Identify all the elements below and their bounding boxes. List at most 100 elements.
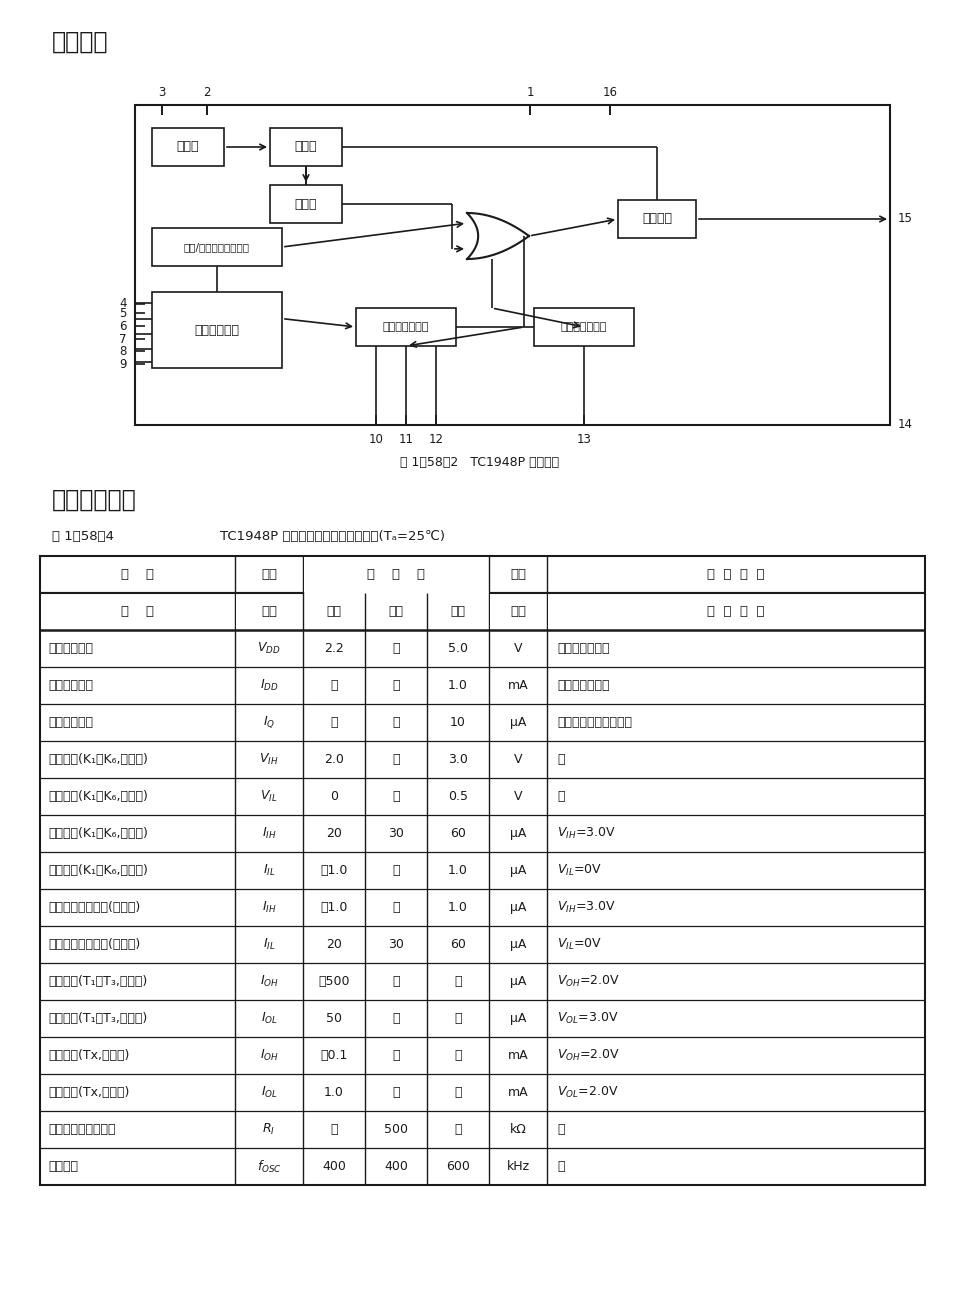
Text: $V_{IH}$: $V_{IH}$ [259, 753, 278, 767]
Text: $V_{IL}$: $V_{IL}$ [260, 789, 277, 804]
Text: －: － [454, 1012, 462, 1025]
Text: －: － [330, 716, 338, 729]
Text: 13: 13 [577, 433, 591, 446]
Text: mA: mA [508, 679, 528, 692]
Text: 输出电流(T₁～T₃,低电平): 输出电流(T₁～T₃,低电平) [48, 1012, 147, 1025]
Bar [490, 594, 546, 629]
Text: μA: μA [510, 716, 526, 729]
Text: 1.0: 1.0 [448, 864, 468, 877]
Text: $V_{OL}$=2.0V: $V_{OL}$=2.0V [557, 1086, 618, 1100]
Text: 0: 0 [330, 791, 338, 804]
Text: 60: 60 [450, 827, 466, 840]
Text: 输入电流(K₁～K₆,高电平): 输入电流(K₁～K₆,高电平) [48, 827, 148, 840]
Text: 60: 60 [450, 937, 466, 950]
Text: 同步/单脉冲信号发生器: 同步/单脉冲信号发生器 [184, 243, 250, 252]
Text: 振荡器: 振荡器 [177, 140, 200, 153]
Text: －: － [330, 679, 338, 692]
Text: V: V [514, 791, 522, 804]
Bar [152, 228, 282, 266]
Text: －: － [454, 1124, 462, 1137]
Text: 表 1－58－4: 表 1－58－4 [52, 530, 114, 543]
Text: 最大: 最大 [450, 604, 466, 617]
Text: 5.0: 5.0 [448, 642, 468, 656]
Text: 名    称: 名 称 [121, 604, 154, 617]
Text: 400: 400 [384, 1160, 408, 1173]
Text: $V_{IL}$=0V: $V_{IL}$=0V [557, 937, 602, 952]
Text: 16: 16 [603, 87, 617, 100]
Text: μA: μA [510, 864, 526, 877]
Text: TC1948P 电气技术指标符号及参数值(Tₐ=25℃): TC1948P 电气技术指标符号及参数值(Tₐ=25℃) [220, 530, 445, 543]
Text: V: V [514, 753, 522, 766]
Text: 20: 20 [326, 937, 342, 950]
Text: 图 1－58－2   TC1948P 逻辑框图: 图 1－58－2 TC1948P 逻辑框图 [400, 455, 560, 468]
Bar [41, 594, 234, 629]
Text: 解码器: 解码器 [295, 198, 317, 211]
Text: 12: 12 [428, 433, 444, 446]
Text: $I_{OL}$: $I_{OL}$ [260, 1011, 277, 1027]
Text: $f_{OSC}$: $f_{OSC}$ [256, 1159, 281, 1175]
Text: $I_{IH}$: $I_{IH}$ [262, 826, 276, 842]
Text: mA: mA [508, 1086, 528, 1099]
Text: 2.2: 2.2 [324, 642, 344, 656]
Text: $V_{DD}$: $V_{DD}$ [257, 641, 281, 656]
Text: μA: μA [510, 901, 526, 914]
Text: 10: 10 [450, 716, 466, 729]
Text: 11: 11 [398, 433, 414, 446]
Text: 4: 4 [119, 298, 127, 311]
Text: 输据检测输入电流(高电平): 输据检测输入电流(高电平) [48, 901, 140, 914]
Text: －: － [393, 864, 399, 877]
Text: 所有功能都工作: 所有功能都工作 [557, 642, 610, 656]
Text: 输入电压(K₁～K₆,低电平): 输入电压(K₁～K₆,低电平) [48, 791, 148, 804]
Text: 驱动器: 驱动器 [295, 140, 317, 153]
Text: 符号: 符号 [261, 568, 277, 581]
Text: $I_{OL}$: $I_{OL}$ [260, 1086, 277, 1100]
Bar [270, 185, 342, 223]
Text: 2.0: 2.0 [324, 753, 344, 766]
Text: 电源工作电压: 电源工作电压 [48, 642, 93, 656]
Text: －500: －500 [319, 975, 349, 988]
Text: 2: 2 [204, 87, 211, 100]
Text: 逻辑框图: 逻辑框图 [52, 30, 108, 54]
Text: 典型: 典型 [389, 604, 403, 617]
Bar [135, 105, 890, 425]
Text: $V_{IH}$=3.0V: $V_{IH}$=3.0V [557, 826, 616, 842]
Text: 单位: 单位 [510, 604, 526, 617]
Text: 单位: 单位 [510, 568, 526, 581]
Text: 参    数    值: 参 数 值 [367, 568, 425, 581]
Text: 代码信号发生器: 代码信号发生器 [561, 323, 607, 332]
Text: $V_{IL}$=0V: $V_{IL}$=0V [557, 863, 602, 878]
Text: $I_{IL}$: $I_{IL}$ [263, 863, 276, 878]
Text: －: － [393, 1049, 399, 1062]
Text: 静态损耗电流: 静态损耗电流 [48, 716, 93, 729]
Text: －: － [454, 1086, 462, 1099]
Text: 测  试  条  件: 测 试 条 件 [708, 604, 765, 617]
Text: 按键闭合，空载: 按键闭合，空载 [557, 679, 610, 692]
Text: 测  试  条  件: 测 试 条 件 [708, 568, 765, 581]
Text: －: － [393, 1012, 399, 1025]
Text: 20: 20 [326, 827, 342, 840]
Text: μA: μA [510, 1012, 526, 1025]
Text: 输出电流(Tx,低电平): 输出电流(Tx,低电平) [48, 1086, 130, 1099]
Bar [40, 556, 925, 1185]
Text: 电气技术指标: 电气技术指标 [52, 488, 136, 513]
Text: 3: 3 [158, 87, 166, 100]
Text: －: － [393, 975, 399, 988]
Text: －: － [393, 901, 399, 914]
Text: 输入电流(K₁～K₆,低电平): 输入电流(K₁～K₆,低电平) [48, 864, 148, 877]
Text: 0.5: 0.5 [448, 791, 468, 804]
Text: $I_{DD}$: $I_{DD}$ [259, 678, 278, 694]
Text: 1.0: 1.0 [324, 1086, 344, 1099]
Text: 键盘输入电路: 键盘输入电路 [195, 324, 239, 337]
Text: 30: 30 [388, 937, 404, 950]
Text: －: － [393, 753, 399, 766]
Text: －: － [393, 1086, 399, 1099]
Text: －: － [393, 679, 399, 692]
Bar [304, 557, 488, 593]
Text: 3.0: 3.0 [448, 753, 468, 766]
Text: 参    数    值: 参 数 值 [367, 568, 425, 581]
Text: 15: 15 [898, 212, 913, 225]
Bar [548, 594, 924, 629]
Text: 最小: 最小 [326, 604, 342, 617]
Text: $I_{OH}$: $I_{OH}$ [259, 974, 278, 988]
Bar [152, 292, 282, 368]
